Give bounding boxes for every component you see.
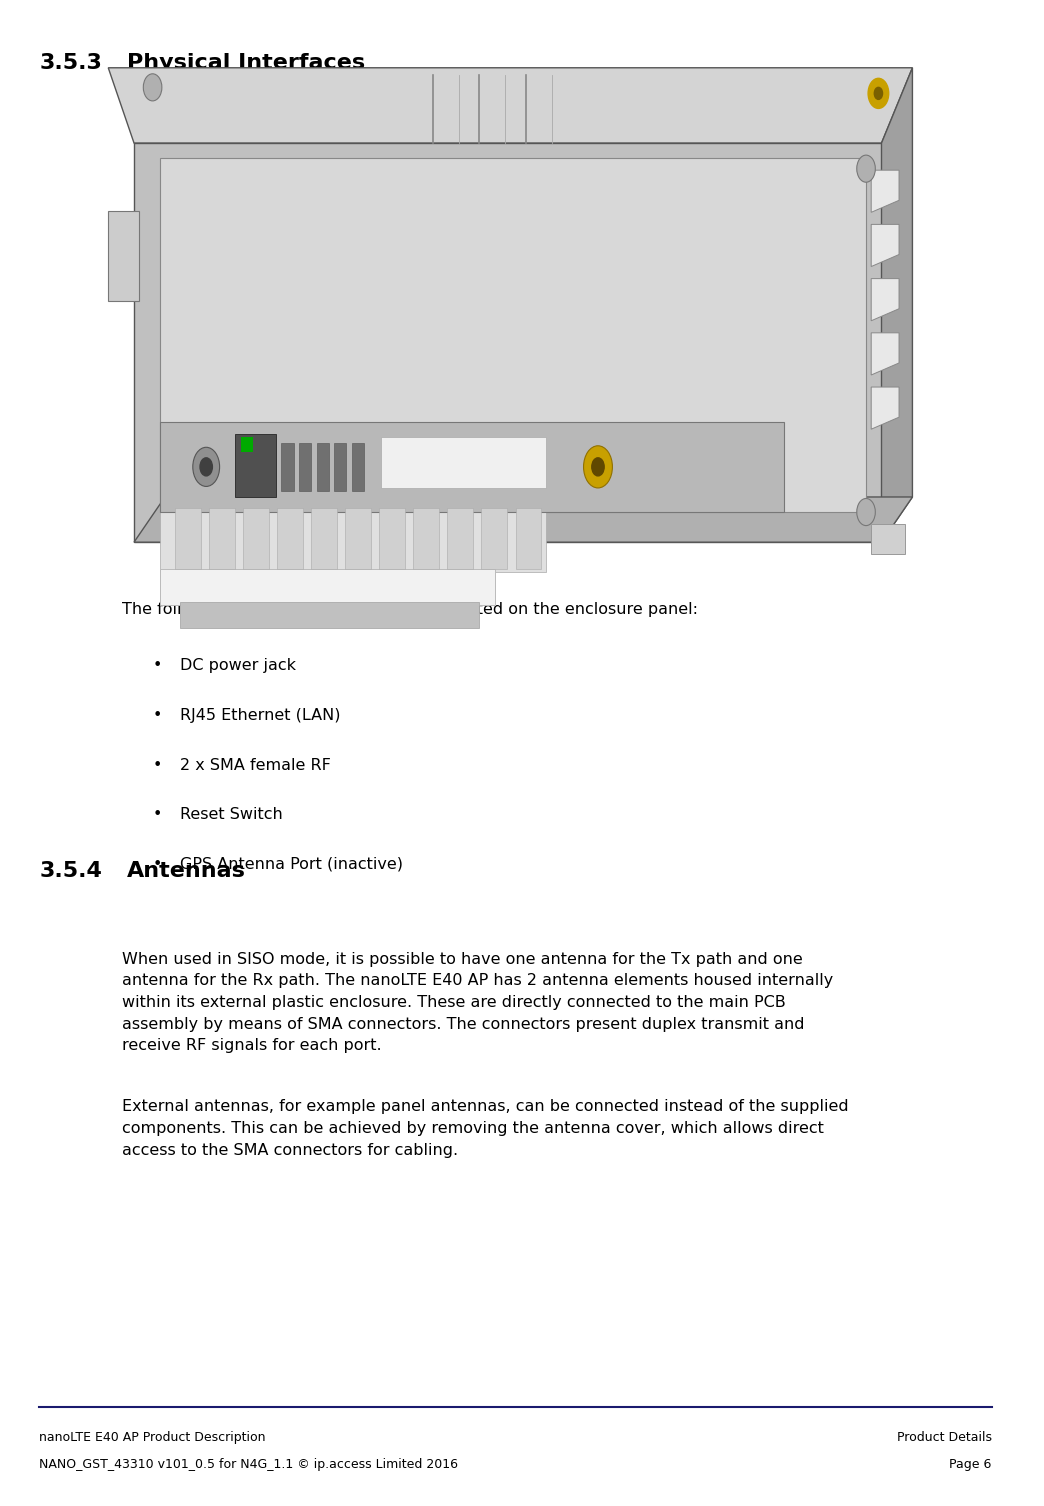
Text: nanoLTE E40 AP Product Description: nanoLTE E40 AP Product Description: [40, 1431, 265, 1444]
Text: Page 6: Page 6: [949, 1458, 992, 1471]
Polygon shape: [871, 279, 899, 321]
Text: •: •: [152, 857, 162, 872]
Polygon shape: [871, 333, 899, 375]
Polygon shape: [282, 443, 293, 491]
Circle shape: [857, 155, 875, 182]
Text: NANO_GST_43310 v101_0.5 for N4G_1.1 © ip.access Limited 2016: NANO_GST_43310 v101_0.5 for N4G_1.1 © ip…: [40, 1458, 458, 1471]
Text: •: •: [152, 758, 162, 773]
Text: DC power jack: DC power jack: [181, 658, 296, 673]
Polygon shape: [352, 443, 364, 491]
Polygon shape: [278, 508, 303, 569]
Text: •: •: [152, 807, 162, 822]
Polygon shape: [175, 508, 201, 569]
Polygon shape: [311, 508, 337, 569]
Circle shape: [200, 458, 212, 476]
Text: 3.5.4: 3.5.4: [40, 861, 102, 881]
Polygon shape: [181, 602, 479, 628]
Circle shape: [592, 458, 604, 476]
Text: 3.5.3: 3.5.3: [40, 53, 102, 72]
Polygon shape: [346, 508, 372, 569]
Polygon shape: [241, 437, 253, 452]
Polygon shape: [379, 508, 405, 569]
Polygon shape: [871, 387, 899, 429]
Polygon shape: [134, 143, 881, 542]
Polygon shape: [334, 443, 347, 491]
Polygon shape: [516, 508, 541, 569]
Polygon shape: [243, 508, 269, 569]
Circle shape: [584, 446, 613, 488]
Polygon shape: [209, 508, 235, 569]
Polygon shape: [235, 434, 277, 497]
Polygon shape: [481, 508, 507, 569]
Text: •: •: [152, 708, 162, 723]
Text: •: •: [152, 658, 162, 673]
Polygon shape: [381, 437, 546, 488]
Text: Antennas: Antennas: [126, 861, 245, 881]
Text: Product Details: Product Details: [897, 1431, 992, 1444]
Text: When used in SISO mode, it is possible to have one antenna for the Tx path and o: When used in SISO mode, it is possible t…: [122, 952, 833, 1053]
Polygon shape: [109, 68, 912, 143]
Polygon shape: [316, 443, 329, 491]
Circle shape: [874, 87, 882, 99]
Polygon shape: [109, 211, 139, 301]
Polygon shape: [448, 508, 473, 569]
Text: RJ45 Ethernet (LAN): RJ45 Ethernet (LAN): [181, 708, 341, 723]
Text: 2 x SMA female RF: 2 x SMA female RF: [181, 758, 331, 773]
Text: External antennas, for example panel antennas, can be connected instead of the s: External antennas, for example panel ant…: [122, 1099, 849, 1158]
Text: Reset Switch: Reset Switch: [181, 807, 283, 822]
Polygon shape: [871, 170, 899, 212]
Polygon shape: [160, 505, 546, 572]
Polygon shape: [881, 68, 912, 542]
Polygon shape: [871, 524, 905, 554]
Text: Physical Interfaces: Physical Interfaces: [126, 53, 365, 72]
Polygon shape: [413, 508, 440, 569]
Polygon shape: [299, 443, 311, 491]
Polygon shape: [160, 422, 784, 512]
Circle shape: [869, 78, 888, 108]
Text: The following physical interfaces are presented on the enclosure panel:: The following physical interfaces are pr…: [122, 602, 697, 617]
Circle shape: [143, 74, 162, 101]
Polygon shape: [134, 497, 912, 542]
Text: GPS Antenna Port (inactive): GPS Antenna Port (inactive): [181, 857, 403, 872]
Polygon shape: [160, 158, 867, 512]
Circle shape: [193, 447, 219, 486]
Polygon shape: [160, 569, 495, 605]
Polygon shape: [871, 224, 899, 267]
Circle shape: [857, 498, 875, 526]
